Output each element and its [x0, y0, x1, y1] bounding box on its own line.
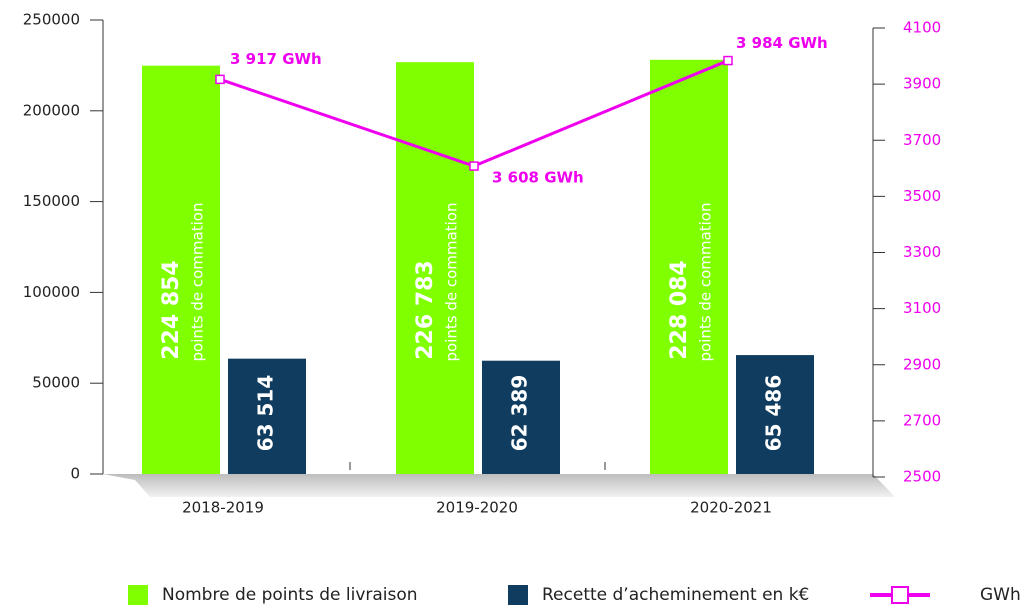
y2-tick-label: 3900 — [903, 75, 941, 93]
y-tick-label: 150000 — [23, 192, 80, 210]
y2-tick-label: 2900 — [903, 355, 941, 373]
y-tick-label: 200000 — [23, 101, 80, 119]
bar-value-label: 226 783 — [413, 260, 438, 360]
bar — [650, 59, 728, 474]
legend-label: Nombre de points de livraison — [162, 585, 418, 605]
floor — [103, 474, 895, 497]
bar-value-label: 228 084 — [667, 260, 692, 360]
bar-annotation: points de commation — [189, 203, 207, 362]
y-tick-label: 50000 — [32, 374, 80, 392]
line-value-label: 3 917 GWh — [230, 50, 322, 68]
line-marker — [469, 161, 479, 171]
y2-tick-label: 2700 — [903, 411, 941, 429]
y2-tick-label: 4100 — [903, 19, 941, 37]
bar-value-label: 63 514 — [254, 375, 278, 452]
y2-tick-label: 2500 — [903, 468, 941, 486]
y2-tick-label: 3700 — [903, 131, 941, 149]
bar-annotation: points de commation — [443, 203, 461, 362]
bar — [396, 62, 474, 474]
bar-value-label: 62 389 — [508, 375, 532, 452]
legend-swatch — [508, 585, 528, 605]
legend-swatch — [128, 585, 148, 605]
bar-value-label: 65 486 — [762, 375, 786, 452]
bar — [228, 358, 306, 474]
y-tick-label: 0 — [70, 465, 80, 483]
legend-label: GWh — [980, 585, 1021, 605]
bar — [736, 355, 814, 474]
bar — [142, 65, 220, 475]
y2-tick-label: 3300 — [903, 243, 941, 261]
y-tick-label: 100000 — [23, 283, 80, 301]
x-tick-label: 2019-2020 — [436, 499, 518, 517]
x-tick-label: 2020-2021 — [690, 499, 772, 517]
legend-label: Recette d’acheminement en k€ — [542, 585, 809, 605]
y2-tick-label: 3500 — [903, 187, 941, 205]
bar-annotation: points de commation — [697, 203, 715, 362]
legend-swatch — [891, 586, 909, 604]
bar-value-label: 224 854 — [159, 260, 184, 360]
line-value-label: 3 984 GWh — [736, 34, 828, 52]
line-marker — [723, 55, 733, 66]
line-marker — [215, 74, 225, 85]
y-tick-label: 250000 — [23, 11, 80, 29]
bar — [482, 360, 560, 474]
y2-tick-label: 3100 — [903, 299, 941, 317]
x-tick-label: 2018-2019 — [182, 499, 264, 517]
line-value-label: 3 608 GWh — [492, 169, 584, 187]
